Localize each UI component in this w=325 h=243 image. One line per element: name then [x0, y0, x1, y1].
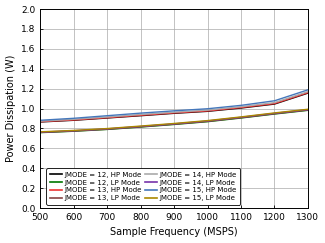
Y-axis label: Power Dissipation (W): Power Dissipation (W) [6, 55, 16, 162]
X-axis label: Sample Frequency (MSPS): Sample Frequency (MSPS) [110, 227, 238, 237]
Legend: JMODE = 12, HP Mode, JMODE = 12, LP Mode, JMODE = 13, HP Mode, JMODE = 13, LP Mo: JMODE = 12, HP Mode, JMODE = 12, LP Mode… [46, 168, 240, 205]
